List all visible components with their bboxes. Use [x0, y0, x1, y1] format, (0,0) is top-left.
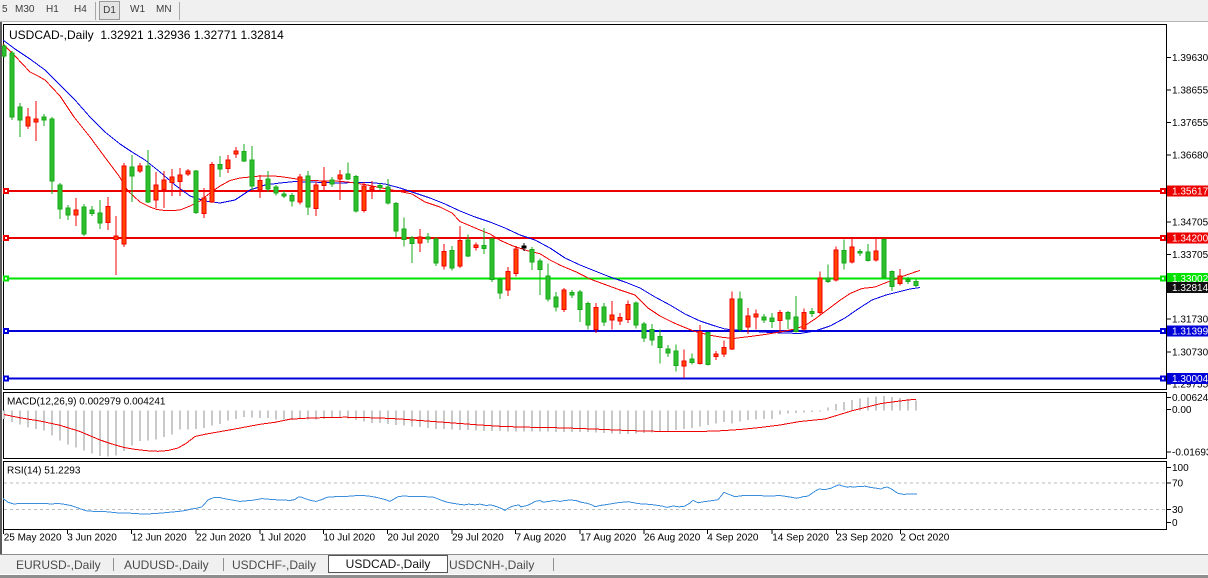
svg-text:10 Jul 2020: 10 Jul 2020: [323, 533, 375, 544]
svg-text:1.31399: 1.31399: [1172, 327, 1208, 338]
svg-text:1.39630: 1.39630: [1172, 53, 1208, 64]
svg-text:1.32814: 1.32814: [1172, 283, 1208, 294]
svg-text:RSI(14) 51.2293: RSI(14) 51.2293: [7, 466, 81, 477]
svg-text:0.00: 0.00: [1172, 405, 1192, 416]
svg-text:MACD(12,26,9) 0.002979 0.00424: MACD(12,26,9) 0.002979 0.004241: [7, 397, 166, 408]
svg-text:29 Jul 2020: 29 Jul 2020: [452, 533, 504, 544]
svg-text:1.34705: 1.34705: [1172, 218, 1208, 229]
svg-text:25 May 2020: 25 May 2020: [4, 533, 62, 544]
svg-text:1.31730: 1.31730: [1172, 315, 1208, 326]
svg-text:3 Jun 2020: 3 Jun 2020: [67, 533, 117, 544]
svg-text:1.33002: 1.33002: [1172, 274, 1208, 285]
svg-text:0.006245: 0.006245: [1172, 393, 1208, 404]
svg-text:1.35617: 1.35617: [1172, 186, 1208, 197]
svg-text:1.37655: 1.37655: [1172, 118, 1208, 129]
svg-text:30: 30: [1172, 505, 1184, 516]
svg-text:2 Oct 2020: 2 Oct 2020: [900, 533, 949, 544]
svg-text:20 Jul 2020: 20 Jul 2020: [388, 533, 440, 544]
svg-text:100: 100: [1172, 463, 1189, 474]
svg-text:22 Jun 2020: 22 Jun 2020: [196, 533, 251, 544]
svg-text:17 Aug 2020: 17 Aug 2020: [580, 533, 637, 544]
svg-text:12 Jun 2020: 12 Jun 2020: [132, 533, 187, 544]
svg-text:0: 0: [1172, 518, 1178, 529]
svg-text:1.30730: 1.30730: [1172, 348, 1208, 359]
svg-text:-0.016933: -0.016933: [1172, 447, 1208, 458]
svg-text:14 Sep 2020: 14 Sep 2020: [772, 533, 829, 544]
svg-text:1.30004: 1.30004: [1172, 374, 1208, 385]
svg-text:26 Aug 2020: 26 Aug 2020: [644, 533, 701, 544]
svg-text:23 Sep 2020: 23 Sep 2020: [836, 533, 893, 544]
svg-text:4 Sep 2020: 4 Sep 2020: [707, 533, 759, 544]
svg-text:1.38655: 1.38655: [1172, 86, 1208, 97]
svg-text:1.33705: 1.33705: [1172, 250, 1208, 261]
svg-text:USDCAD-,Daily 1.32921 1.32936: USDCAD-,Daily 1.32921 1.32936 1.32771 1.…: [9, 28, 284, 42]
svg-text:1.36680: 1.36680: [1172, 151, 1208, 162]
svg-text:1 Jul 2020: 1 Jul 2020: [260, 533, 307, 544]
svg-text:70: 70: [1172, 479, 1184, 490]
svg-text:1.29755: 1.29755: [1172, 380, 1208, 391]
svg-text:7 Aug 2020: 7 Aug 2020: [516, 533, 567, 544]
svg-text:1.34200: 1.34200: [1172, 234, 1208, 245]
